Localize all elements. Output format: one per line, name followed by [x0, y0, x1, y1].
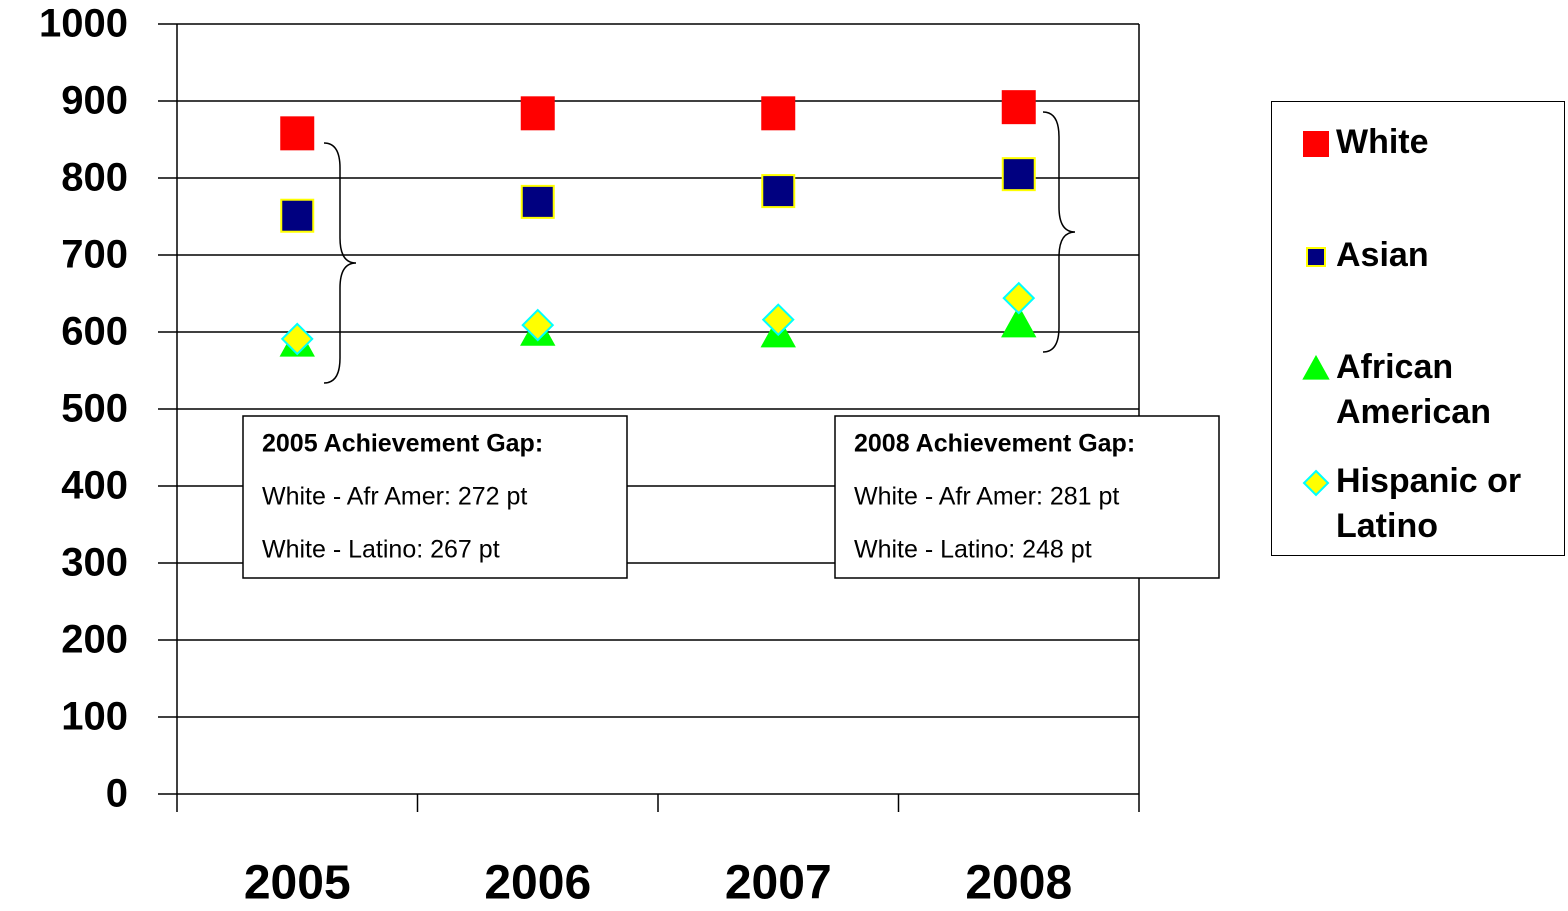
annotation-box — [242, 415, 628, 579]
point — [1002, 281, 1036, 315]
marker — [1302, 469, 1330, 497]
legend-item: White — [1300, 120, 1556, 165]
point — [761, 303, 795, 337]
point — [280, 198, 315, 233]
legend-item: Hispanic or Latino — [1300, 459, 1556, 549]
y-tick-label: 1000 — [39, 2, 128, 46]
legend-icon — [1303, 131, 1329, 157]
brace — [323, 142, 357, 384]
legend-item: African American — [1300, 345, 1556, 435]
legend-label: White — [1336, 123, 1429, 161]
annotation-line: White - Latino: 267 pt — [262, 536, 500, 564]
brace — [1042, 111, 1076, 353]
x-tick-label: 2008 — [965, 857, 1072, 910]
legend-icon — [1306, 247, 1326, 267]
x-tick-label: 2005 — [244, 857, 351, 910]
y-tick-label: 700 — [61, 233, 128, 277]
point — [1001, 305, 1037, 338]
point — [280, 116, 315, 151]
point — [520, 184, 555, 219]
y-tick-label: 900 — [61, 79, 128, 123]
point — [520, 96, 555, 131]
point — [761, 96, 796, 131]
annotation-line: White - Afr Amer: 281 pt — [854, 483, 1119, 511]
annotation-box — [834, 415, 1220, 579]
x-tick-label: 2006 — [484, 857, 591, 910]
marker — [1303, 131, 1329, 157]
annotation-line: White - Latino: 248 pt — [854, 536, 1092, 564]
legend: White Asian African American Hispanic or La… — [1271, 101, 1565, 556]
marker — [1302, 355, 1330, 380]
y-tick-label: 300 — [61, 541, 128, 585]
y-tick-label: 500 — [61, 387, 128, 431]
point — [761, 174, 796, 209]
y-tick-label: 400 — [61, 464, 128, 508]
annotation-title: 2008 Achievement Gap: — [854, 430, 1135, 458]
point — [1001, 90, 1036, 125]
legend-label: African American — [1336, 348, 1491, 431]
annotation-line: White - Afr Amer: 272 pt — [262, 483, 527, 511]
legend-icon — [1302, 355, 1330, 380]
y-tick-label: 200 — [61, 618, 128, 662]
legend-label: Hispanic or Latino — [1336, 462, 1522, 545]
y-tick-label: 100 — [61, 695, 128, 739]
y-tick-label: 800 — [61, 156, 128, 200]
legend-item: Asian — [1300, 233, 1556, 278]
point — [280, 322, 314, 356]
point — [521, 308, 555, 342]
annotation-title: 2005 Achievement Gap: — [262, 430, 543, 458]
x-tick-label: 2007 — [725, 857, 832, 910]
legend-label: Asian — [1336, 236, 1429, 274]
point — [1001, 157, 1036, 192]
marker — [1306, 247, 1326, 267]
legend-icon — [1302, 469, 1330, 497]
y-tick-label: 600 — [61, 310, 128, 354]
y-tick-label: 0 — [106, 772, 128, 816]
